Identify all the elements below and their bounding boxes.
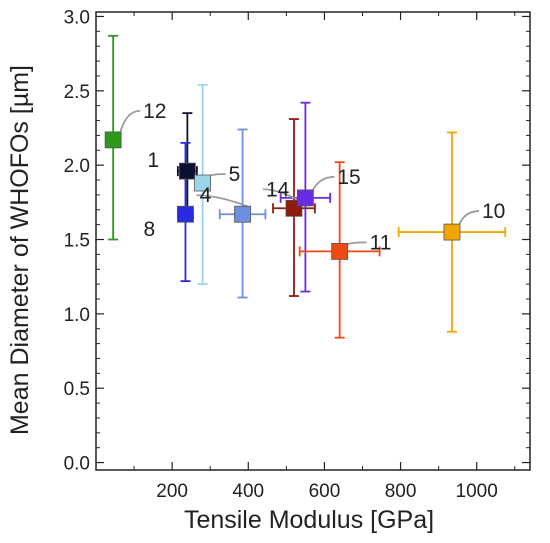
data-point-marker [234,205,251,223]
data-point-marker [331,243,349,260]
data-point-label: 4 [200,184,212,207]
label-leader-line [209,173,226,177]
data-point-marker [443,223,461,241]
data-point-label: 5 [229,163,241,186]
data-point-label: 11 [370,231,392,254]
data-point-marker [194,174,211,192]
data-point-marker [296,189,314,207]
data-point-marker [177,205,194,223]
y-axis-label: Mean Diameter of WHOFOs [µm] [6,65,34,435]
label-leader-line [346,241,367,246]
y-tick-label: 0.0 [64,454,90,475]
x-tick-label: 800 [385,481,417,502]
x-axis-label: Tensile Modulus [GPa] [184,506,434,534]
plot-frame [95,11,531,471]
data-point-label: 1 [147,149,159,172]
data-point-label: 15 [337,166,360,189]
y-tick-label: 3.0 [64,7,90,28]
label-leader-line [458,210,479,226]
data-point-label: 12 [143,100,166,123]
y-tick-label: 0.5 [64,379,90,400]
data-point-label: 8 [143,218,155,241]
x-tick-label: 600 [309,481,341,502]
data-point-label: 10 [482,200,505,223]
x-tick-label: 200 [156,481,188,502]
label-leader-line [196,194,250,209]
y-tick-label: 1.0 [64,305,90,326]
x-tick-label: 400 [232,481,264,502]
data-point-marker [104,131,122,149]
data-point-label: 14 [266,178,290,201]
y-tick-label: 2.0 [64,156,90,177]
y-tick-label: 2.5 [64,82,90,103]
x-tick-label: 1000 [456,481,498,502]
data-point-marker [178,162,196,180]
label-leader-line [119,109,141,134]
y-tick-label: 1.5 [64,231,90,252]
label-leader-line [311,175,335,192]
